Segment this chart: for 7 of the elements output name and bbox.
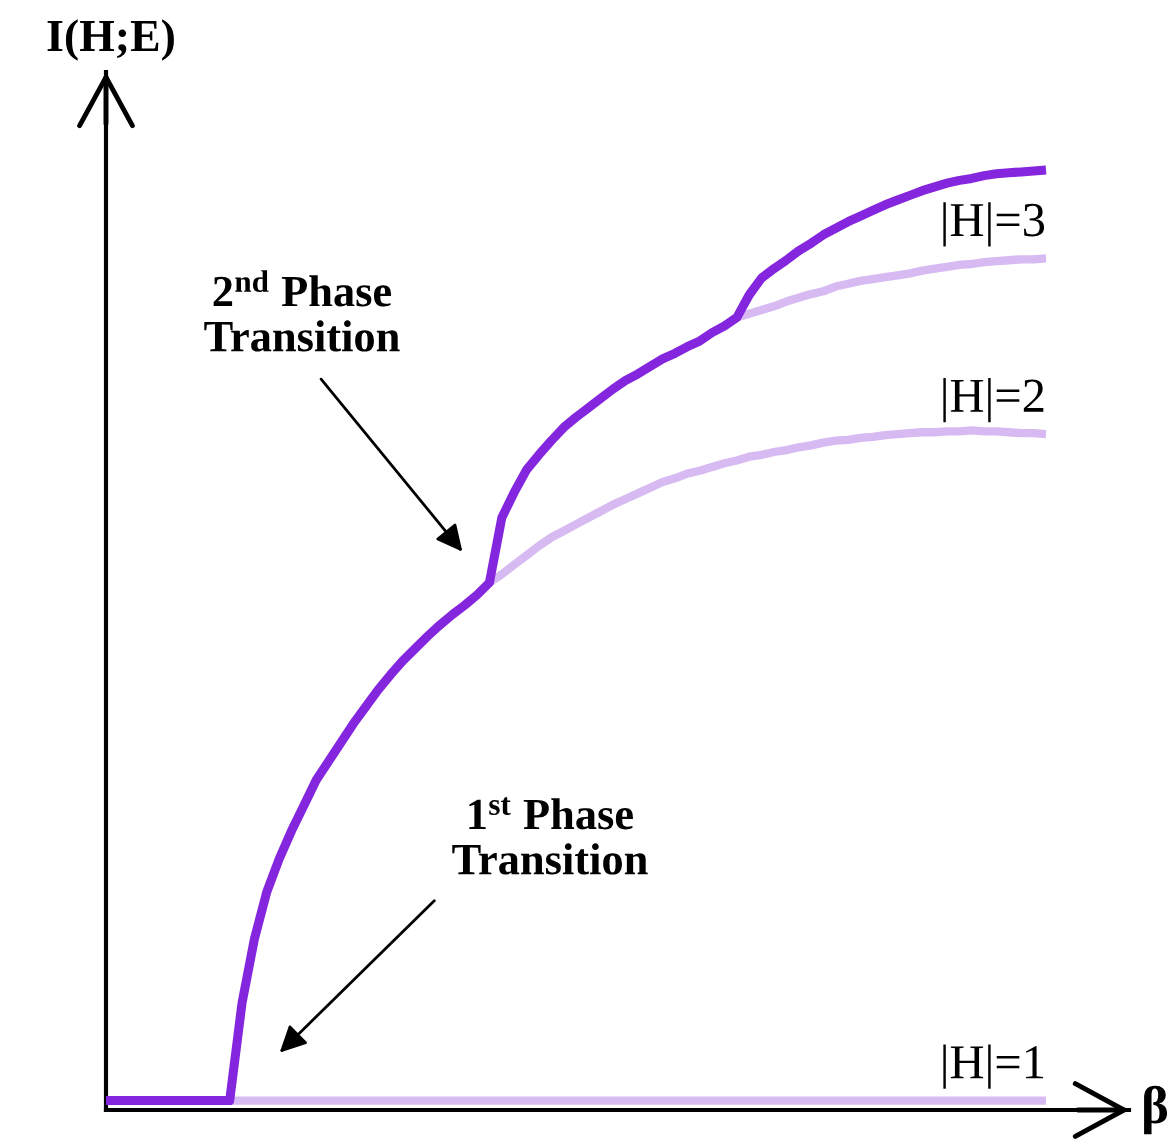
annotation: 2$^{nd}$ Phase Transition [204, 270, 400, 352]
series-label: |H|=1 [943, 1044, 1044, 1089]
series-label: |H|=3 [943, 202, 1045, 247]
series-label: |H|=2 [943, 378, 1044, 423]
annotation: 1$^{st}$ Phase Transition [452, 797, 648, 875]
y-axis-title: I(H;E) [47, 19, 174, 61]
x-axis-title: β [1144, 1085, 1168, 1135]
